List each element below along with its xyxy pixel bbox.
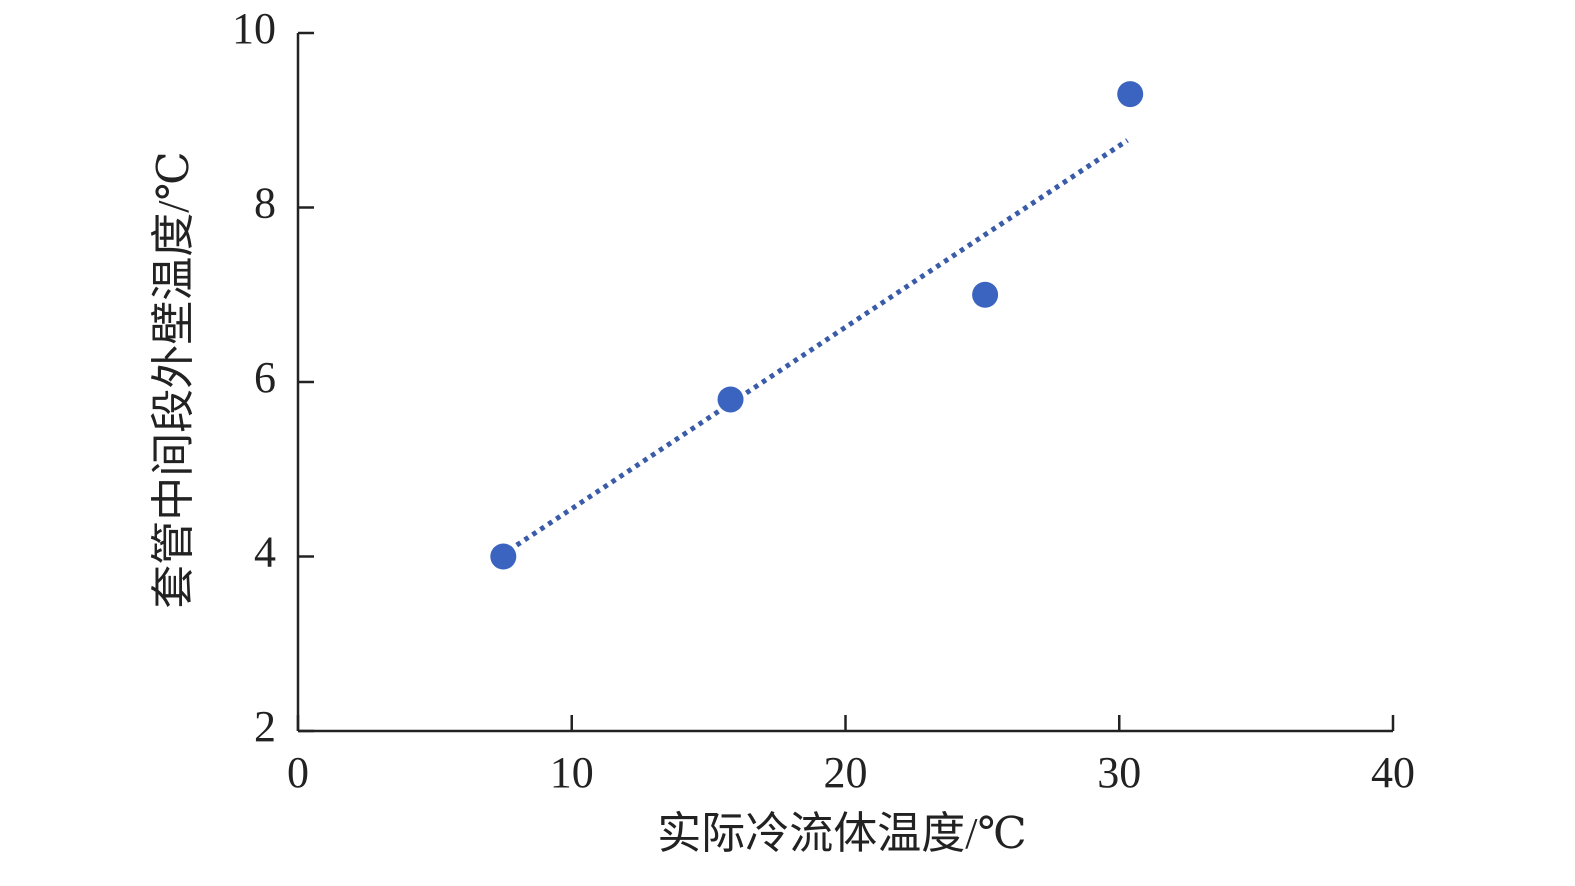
x-tick-label: 10	[550, 748, 594, 797]
x-tick-label: 20	[824, 748, 868, 797]
y-tick-label: 6	[254, 353, 276, 402]
point	[717, 386, 744, 413]
point	[1117, 81, 1144, 108]
point	[490, 543, 517, 570]
point	[972, 281, 999, 308]
y-tick-label: 4	[254, 528, 276, 577]
x-tick-label: 0	[287, 748, 309, 797]
y-axis-label: 套管中间段外壁温度/℃	[149, 151, 198, 608]
y-tick-label: 10	[232, 4, 276, 53]
y-tick-label: 8	[254, 179, 276, 228]
x-tick-label: 40	[1371, 748, 1415, 797]
x-tick-label: 30	[1097, 748, 1141, 797]
x-axis-label: 实际冷流体温度/℃	[657, 809, 1026, 858]
y-tick-label: 2	[254, 702, 276, 751]
trendline	[507, 138, 1129, 553]
